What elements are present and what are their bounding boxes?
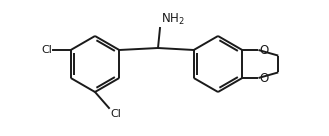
Text: O: O [260,72,269,84]
Text: Cl: Cl [41,45,52,55]
Text: Cl: Cl [110,109,121,119]
Text: NH$_2$: NH$_2$ [161,12,185,27]
Text: O: O [260,44,269,56]
